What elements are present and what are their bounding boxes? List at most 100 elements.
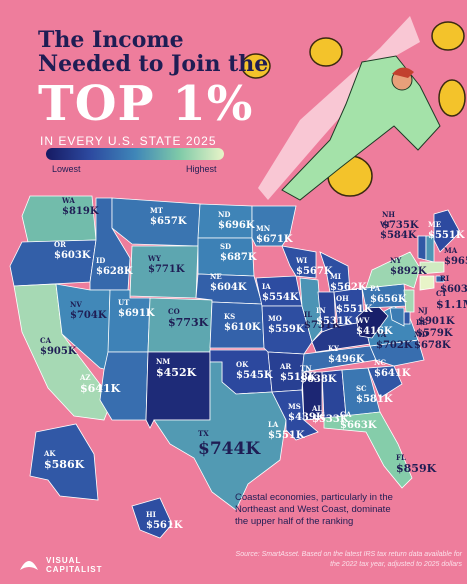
state-value-mo: $559K bbox=[268, 324, 305, 335]
state-value-in: $531K bbox=[316, 316, 353, 327]
state-code-ms: MS bbox=[288, 402, 301, 411]
state-code-wi: WI bbox=[295, 256, 307, 265]
state-ct bbox=[419, 275, 435, 291]
state-code-ri: RI bbox=[440, 274, 449, 283]
state-code-ny: NY bbox=[390, 256, 402, 265]
state-value-ms: $439K bbox=[288, 412, 325, 423]
state-value-pa: $656K bbox=[370, 294, 407, 305]
state-nj bbox=[403, 289, 415, 313]
state-de bbox=[403, 311, 411, 325]
state-code-md: MD bbox=[414, 330, 428, 339]
brand-line1: VISUAL bbox=[46, 556, 82, 565]
state-value-or: $603K bbox=[54, 250, 91, 261]
state-value-fl: $859K bbox=[396, 462, 437, 475]
state-value-wa: $819K bbox=[62, 206, 99, 217]
state-code-pa: PA bbox=[370, 284, 381, 293]
title-big: TOP 1% bbox=[38, 76, 254, 132]
brand-line2: CAPITALIST bbox=[46, 565, 103, 574]
state-code-me: ME bbox=[428, 220, 441, 229]
state-code-de: DE bbox=[416, 318, 427, 327]
state-code-la: LA bbox=[268, 420, 279, 429]
state-value-oh: $551K bbox=[336, 304, 373, 315]
state-code-co: CO bbox=[168, 307, 180, 316]
state-value-ok: $545K bbox=[236, 370, 273, 381]
state-code-ca: CA bbox=[40, 336, 52, 345]
state-code-sc: SC bbox=[356, 384, 367, 393]
person-illustration bbox=[281, 55, 441, 201]
state-value-mi: $562K bbox=[330, 282, 367, 293]
state-code-ky: KY bbox=[328, 344, 340, 353]
state-value-va: $702K bbox=[376, 340, 413, 351]
title-line1: The Income bbox=[38, 27, 184, 53]
state-code-va: VA bbox=[375, 330, 387, 339]
state-wi bbox=[281, 245, 317, 279]
state-ms bbox=[301, 371, 323, 421]
state-value-me: $551K bbox=[428, 230, 465, 241]
state-ri bbox=[435, 275, 445, 283]
state-value-vt: $584K bbox=[380, 230, 417, 241]
state-fl bbox=[323, 411, 413, 489]
state-code-nv: NV bbox=[70, 300, 82, 309]
state-code-ma: MA bbox=[444, 246, 458, 255]
state-value-nh: $735K bbox=[382, 220, 419, 231]
state-code-mt: MT bbox=[150, 206, 164, 215]
state-code-ks: KS bbox=[224, 312, 235, 321]
state-code-nm: NM bbox=[156, 357, 170, 366]
state-value-sd: $687K bbox=[220, 252, 257, 263]
brand-name: VISUAL CAPITALIST bbox=[46, 556, 103, 574]
state-code-mn: MN bbox=[256, 224, 271, 233]
state-me bbox=[433, 209, 461, 253]
state-value-az: $641K bbox=[80, 382, 121, 395]
source-note: Source: SmartAsset. Based on the latest … bbox=[235, 551, 462, 568]
visual-capitalist-logo-icon bbox=[20, 561, 38, 570]
state-value-ma: $965K bbox=[444, 256, 467, 267]
state-code-oh: OH bbox=[336, 294, 349, 303]
state-code-ok: OK bbox=[236, 360, 249, 369]
state-value-wi: $567K bbox=[296, 266, 333, 277]
state-code-nc: NC bbox=[374, 358, 386, 367]
state-value-nv: $704K bbox=[70, 310, 107, 321]
state-code-az: AZ bbox=[79, 373, 91, 382]
state-code-ne: NE bbox=[210, 272, 222, 281]
legend-gradient bbox=[46, 148, 224, 160]
state-value-ca: $905K bbox=[40, 346, 77, 357]
state-value-ne: $604K bbox=[210, 282, 247, 293]
state-ak bbox=[29, 423, 99, 501]
state-code-il: IL bbox=[304, 310, 312, 319]
state-value-nc: $641K bbox=[374, 368, 411, 379]
state-value-al: $533K bbox=[312, 414, 349, 425]
state-value-il: $731K bbox=[304, 320, 341, 331]
state-code-ga: GA bbox=[340, 410, 352, 419]
state-value-nm: $452K bbox=[156, 366, 197, 379]
state-value-nd: $696K bbox=[218, 220, 255, 231]
state-value-id: $628K bbox=[96, 266, 133, 277]
state-value-nj: $901K bbox=[418, 316, 455, 327]
state-value-ut: $691K bbox=[118, 308, 155, 319]
annotation-note: Coastal economies, particularly in the N… bbox=[235, 492, 393, 527]
subtitle: IN EVERY U.S. STATE 2025 bbox=[40, 134, 217, 148]
state-value-tx: $744K bbox=[198, 439, 261, 459]
state-code-mi: MI bbox=[330, 272, 341, 281]
state-code-fl: FL bbox=[396, 453, 406, 462]
state-code-wa: WA bbox=[61, 196, 75, 205]
state-wa bbox=[21, 195, 97, 243]
state-or bbox=[9, 239, 97, 287]
state-tx bbox=[153, 361, 287, 511]
state-code-tx: TX bbox=[198, 429, 209, 438]
legend-low-label: Lowest bbox=[52, 164, 81, 174]
state-code-nd: ND bbox=[218, 210, 230, 219]
title-line2: Needed to Join the bbox=[38, 51, 269, 77]
state-code-tn: TN bbox=[300, 364, 312, 373]
state-value-mn: $671K bbox=[256, 234, 293, 245]
state-code-ct: CT bbox=[436, 289, 448, 298]
state-code-ar: AR bbox=[279, 362, 291, 371]
state-code-ia: IA bbox=[262, 282, 271, 291]
state-code-vt: VT bbox=[379, 220, 391, 229]
state-md bbox=[389, 307, 405, 327]
state-value-md: $678K bbox=[414, 340, 451, 351]
state-il bbox=[299, 277, 323, 343]
state-value-ga: $663K bbox=[340, 420, 377, 431]
state-value-hi: $561K bbox=[146, 520, 183, 531]
state-value-ar: $518K bbox=[280, 372, 317, 383]
